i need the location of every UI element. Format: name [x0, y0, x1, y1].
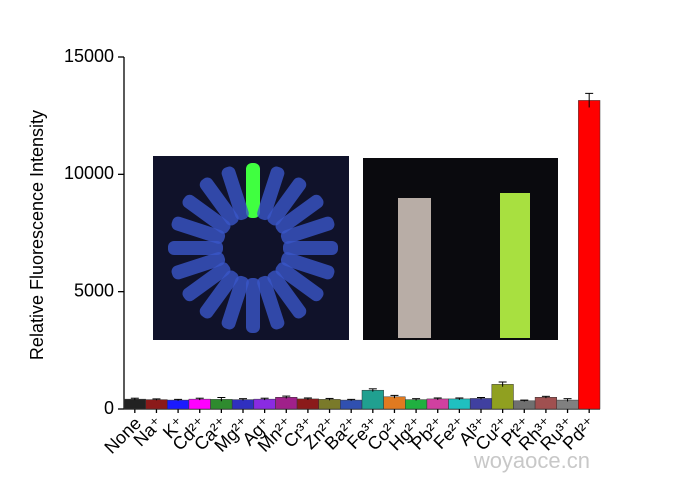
bar	[361, 389, 384, 410]
tube-ring	[168, 163, 338, 333]
tube	[182, 262, 231, 302]
tube	[280, 252, 335, 280]
y-tick-label: 0	[104, 398, 114, 418]
tube	[171, 252, 226, 280]
bar	[383, 396, 406, 410]
strip-green	[500, 193, 530, 338]
tube	[275, 194, 324, 234]
bar	[145, 399, 168, 410]
bar	[318, 399, 341, 410]
tube	[267, 177, 307, 226]
bar	[296, 398, 319, 410]
bar	[231, 399, 255, 410]
tube	[171, 216, 226, 244]
bar	[340, 399, 363, 410]
tube	[221, 166, 249, 221]
tube	[275, 262, 324, 302]
bar	[578, 100, 601, 410]
tube	[267, 270, 307, 319]
bar	[188, 398, 211, 410]
insets	[153, 156, 558, 340]
bar	[253, 398, 276, 410]
tube	[257, 275, 285, 330]
bar	[513, 400, 536, 410]
bar	[275, 397, 298, 410]
bar	[167, 399, 190, 410]
tube	[199, 177, 239, 226]
bar	[448, 398, 471, 410]
tube	[221, 275, 249, 330]
y-axis-label: Relative Fluorescence Intensity	[27, 110, 47, 360]
tube	[168, 241, 223, 255]
bar	[491, 384, 514, 410]
bar	[469, 398, 493, 410]
bar	[123, 398, 146, 410]
strip-blank	[398, 198, 431, 338]
watermark: woyaoce.cn	[473, 448, 590, 473]
y-tick-label: 15000	[64, 46, 114, 66]
tube	[257, 166, 285, 221]
tube	[246, 163, 260, 218]
bar	[405, 399, 428, 410]
y-tick-label: 5000	[74, 280, 114, 300]
bar	[534, 397, 557, 410]
tube	[283, 241, 338, 255]
tube	[199, 270, 239, 319]
tube	[280, 216, 335, 244]
y-tick-label: 10000	[64, 163, 114, 183]
bar	[426, 398, 449, 410]
tube	[246, 278, 260, 333]
tube	[182, 194, 231, 234]
